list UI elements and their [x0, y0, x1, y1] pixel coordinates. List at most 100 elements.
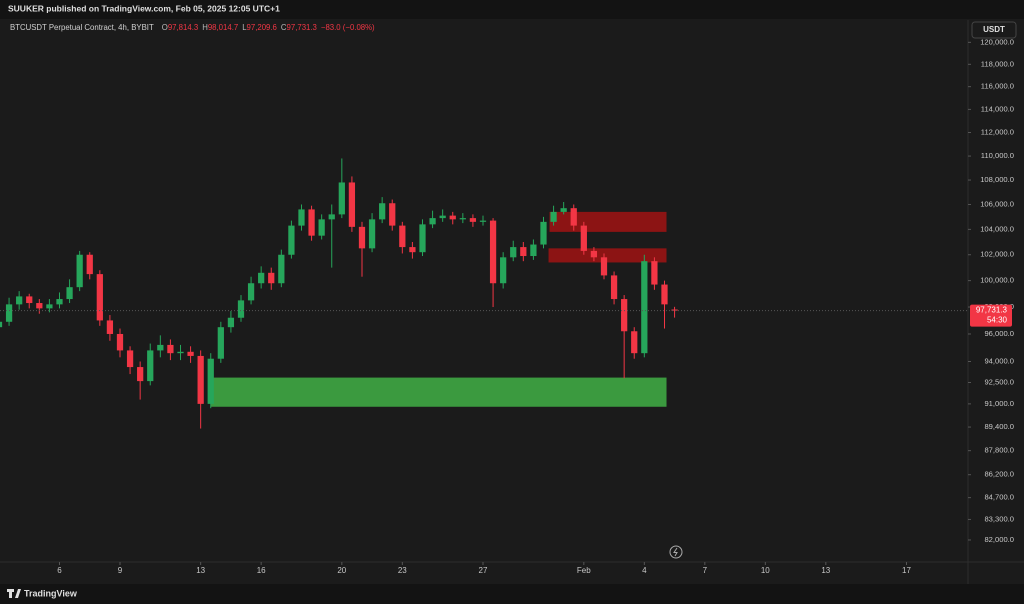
candle-body [16, 296, 23, 305]
candle-body [651, 261, 658, 285]
candle-body [500, 257, 507, 284]
y-tick-label: 82,000.0 [984, 535, 1014, 544]
candle-body [197, 355, 204, 404]
candle-body [288, 225, 295, 255]
candle-body [237, 300, 245, 318]
ohlc-value: 97,209.6 [247, 23, 277, 32]
candle-body [247, 283, 255, 301]
candle-body [530, 244, 537, 257]
y-tick-label: 86,200.0 [984, 470, 1014, 479]
zone [549, 211, 667, 232]
axes: 120,000.0 118,000.0 116,000.0 114,000.0 112,… [0, 37, 1014, 575]
candle-body [0, 321, 3, 328]
candle-body [217, 327, 224, 359]
candle-body [268, 272, 275, 284]
candle-body [520, 247, 527, 257]
y-tick-label: 106,000.0 [980, 199, 1014, 208]
brand: TradingView [24, 588, 78, 598]
zones [210, 211, 667, 407]
y-tick-label: 94,000.0 [984, 356, 1014, 365]
candle-body [187, 351, 194, 356]
currency-box[interactable] [971, 21, 1017, 39]
y-tick-label: 96,000.0 [984, 329, 1014, 338]
candle-body [147, 350, 154, 382]
countdown: 54:30 [987, 316, 1008, 325]
legend: BTCUSDT Perpetual Contract, 4h, BYBIT O9… [10, 23, 375, 32]
candle-body [590, 250, 598, 258]
candle-body [106, 320, 114, 334]
candle-body [298, 209, 305, 226]
y-tick-label: 120,000.0 [980, 37, 1014, 46]
y-tick-label: 83,300.0 [984, 514, 1014, 523]
ohlc-value: 97,814.3 [168, 23, 198, 32]
candle-body [56, 299, 63, 305]
candle-body [318, 219, 325, 236]
candle-body [227, 317, 235, 328]
candle-body [560, 208, 567, 212]
x-tick-label: 20 [337, 566, 346, 575]
y-tick-label: 87,800.0 [984, 446, 1014, 455]
candle-body [419, 224, 426, 253]
candle-body [86, 254, 93, 275]
ohlc-prefix: L [242, 23, 247, 32]
candle-body [96, 274, 103, 321]
candles [0, 158, 678, 429]
x-tick-label: Feb [577, 566, 591, 575]
y-tick-label: 104,000.0 [980, 224, 1014, 233]
candle-body [26, 296, 33, 304]
candle-body [459, 218, 466, 220]
x-tick-label: 9 [118, 566, 123, 575]
candle-body [409, 247, 416, 253]
x-tick-label: 16 [257, 566, 266, 575]
brand-logo [7, 589, 21, 598]
candle-body [479, 220, 487, 222]
y-tick-label: 100,000.0 [980, 276, 1014, 285]
zone [210, 377, 667, 407]
y-tick-label: 116,000.0 [981, 82, 1014, 91]
candle-body [489, 220, 497, 284]
y-tick-label: 112,000.0 [981, 128, 1014, 137]
candle-body [540, 221, 547, 245]
y-tick-label: 89,400.0 [984, 422, 1014, 431]
x-tick-label: 27 [479, 566, 488, 575]
x-tick-label: 10 [761, 566, 770, 575]
candle-body [510, 247, 517, 258]
y-tick-label: 92,500.0 [984, 378, 1014, 387]
x-tick-label: 6 [57, 566, 62, 575]
candle-body [66, 287, 73, 300]
y-tick-label: 84,700.0 [984, 493, 1014, 502]
candle-body [469, 218, 477, 222]
x-tick-label: 17 [902, 566, 911, 575]
y-tick-label: 102,000.0 [980, 250, 1014, 259]
candle-body [308, 209, 315, 236]
candle-body [358, 226, 366, 249]
header-text: SUUKER published on TradingView.com, Feb… [8, 3, 280, 13]
ohlc-value: 98,014.7 [208, 23, 238, 32]
candle-body [439, 215, 446, 219]
candle-body [550, 211, 557, 222]
candle-body [126, 350, 134, 368]
candle-body [671, 309, 678, 311]
candle-body [580, 225, 587, 251]
candle-body [76, 254, 83, 288]
candle-body [278, 254, 285, 284]
candle-body [429, 218, 436, 225]
zone [548, 248, 667, 263]
y-tick-label: 110,000.0 [981, 151, 1014, 160]
x-tick-label: 7 [703, 566, 708, 575]
x-tick-label: 13 [821, 566, 830, 575]
candle-body [5, 304, 13, 322]
replay-icon[interactable] [669, 545, 683, 559]
ohlc-prefix: H [202, 23, 208, 32]
candle-body [167, 344, 174, 354]
candle-body [661, 284, 668, 305]
candle-body [46, 304, 53, 309]
x-tick-label: 23 [398, 566, 407, 575]
change: −83.0 (−0.08%) [321, 23, 375, 32]
symbol: BTCUSDT Perpetual Contract, 4h, BYBIT [10, 23, 154, 32]
candle-body [600, 257, 608, 276]
candle-body [177, 351, 184, 354]
